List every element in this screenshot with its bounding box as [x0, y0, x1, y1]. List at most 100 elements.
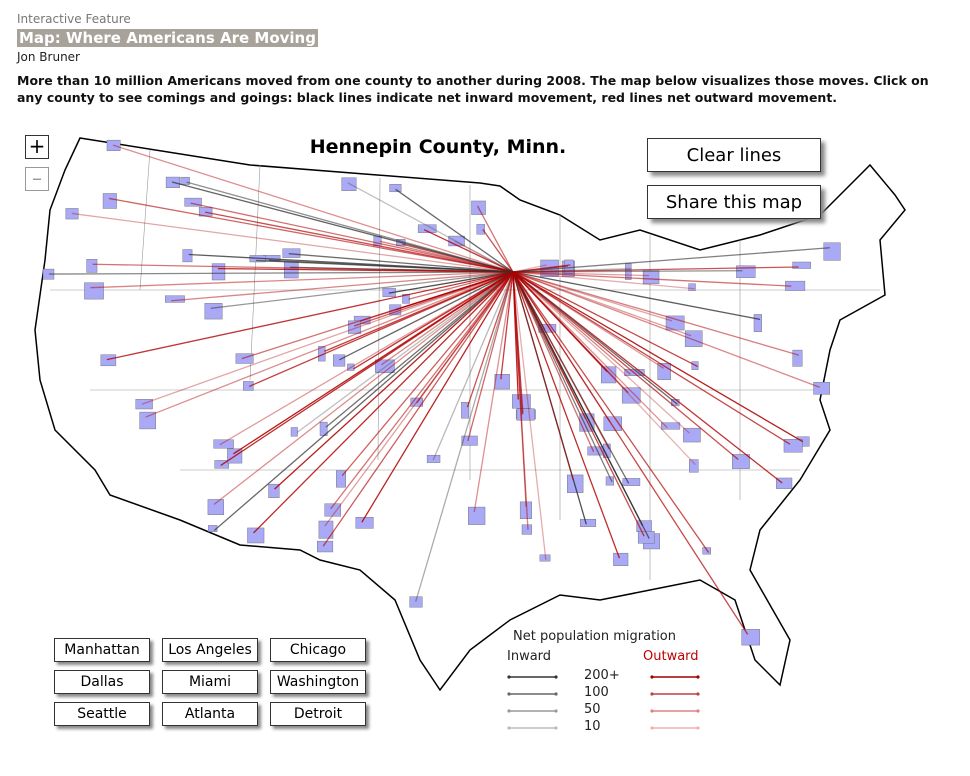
county — [100, 354, 117, 367]
county — [642, 270, 660, 285]
migration-line — [353, 271, 514, 370]
migration-line — [512, 271, 690, 434]
county — [622, 478, 641, 486]
migration-line — [512, 271, 621, 559]
migration-line — [476, 205, 514, 273]
migration-line — [112, 144, 514, 273]
migration-line — [512, 271, 695, 290]
legend-dot — [554, 709, 558, 713]
county — [86, 259, 98, 273]
county — [783, 439, 803, 453]
migration-line — [423, 229, 514, 273]
quick-link[interactable]: Los Angeles — [162, 638, 258, 662]
county — [333, 354, 346, 367]
migration-line — [512, 271, 673, 322]
legend-dot — [554, 726, 558, 730]
county — [341, 177, 357, 191]
migration-line — [512, 271, 783, 484]
county — [461, 402, 469, 419]
county — [417, 224, 437, 233]
quick-link[interactable]: Miami — [162, 670, 258, 694]
county — [521, 524, 533, 535]
migration-line — [296, 271, 514, 434]
quick-link[interactable]: Washington — [270, 670, 366, 694]
migration-line — [219, 271, 514, 446]
county — [207, 499, 224, 515]
county — [375, 359, 395, 373]
migration-line — [190, 202, 514, 273]
legend-dot — [696, 675, 700, 679]
county — [184, 197, 202, 207]
share-button[interactable]: Share this map — [647, 185, 821, 219]
migration-line — [512, 271, 692, 337]
county — [135, 399, 153, 410]
migration-line — [512, 271, 799, 356]
migration-line — [482, 229, 514, 273]
migration-line — [330, 271, 514, 510]
quick-link[interactable]: Chicago — [270, 638, 366, 662]
legend-dot — [650, 726, 654, 730]
migration-line — [213, 271, 514, 505]
county — [282, 248, 301, 258]
legend-dot — [696, 709, 700, 713]
county — [347, 363, 355, 371]
migration-line — [512, 271, 574, 481]
quick-link[interactable]: Manhattan — [54, 638, 150, 662]
legend-title: Net population migration — [513, 629, 677, 644]
migration-line — [500, 271, 514, 380]
clear-lines-button[interactable]: Clear lines — [647, 138, 821, 172]
migration-line — [512, 271, 529, 530]
migration-line — [248, 271, 514, 388]
migration-line — [341, 271, 514, 477]
county — [84, 282, 104, 300]
quick-link[interactable]: Atlanta — [162, 702, 258, 726]
page-title: Map: Where Americans Are Moving — [17, 29, 318, 47]
migration-line — [512, 271, 791, 445]
legend-dot — [507, 726, 511, 730]
county — [324, 503, 342, 517]
legend-dot — [650, 675, 654, 679]
selected-county: Hennepin County, Minn. — [310, 136, 567, 158]
county — [689, 459, 699, 473]
migration-line — [512, 271, 820, 388]
legend-dot — [507, 692, 511, 696]
migration-line — [466, 271, 514, 408]
legend-dot — [650, 692, 654, 696]
migration-line — [512, 271, 696, 466]
county — [792, 261, 811, 269]
migration-line — [361, 271, 514, 523]
county — [211, 263, 226, 281]
migration-line — [512, 271, 608, 373]
migration-line — [415, 271, 514, 602]
quick-link[interactable]: Dallas — [54, 670, 150, 694]
migration-line — [512, 271, 699, 368]
migration-line — [274, 271, 514, 490]
county — [476, 224, 485, 235]
byline: Jon Bruner — [17, 50, 80, 64]
zoom-out[interactable]: – — [25, 167, 49, 191]
quick-link[interactable]: Detroit — [270, 702, 366, 726]
migration-line — [171, 271, 514, 302]
migration-line — [106, 271, 514, 361]
zoom-in[interactable]: + — [25, 135, 49, 159]
migration-line — [108, 197, 514, 273]
quick-link[interactable]: Seattle — [54, 702, 150, 726]
migration-line — [233, 271, 514, 455]
county — [268, 483, 280, 498]
migration-line — [213, 271, 514, 531]
legend-level: 100 — [584, 685, 609, 700]
legend-level: 10 — [584, 719, 601, 734]
migration-line — [512, 271, 792, 287]
legend-dot — [696, 726, 700, 730]
migration-line — [512, 271, 710, 553]
migration-line — [339, 271, 514, 361]
county — [65, 208, 79, 220]
county — [613, 552, 629, 566]
legend-level: 200+ — [584, 668, 620, 683]
county — [290, 427, 298, 437]
kicker: Interactive Feature — [17, 12, 131, 26]
county — [823, 242, 841, 261]
county — [683, 427, 701, 443]
